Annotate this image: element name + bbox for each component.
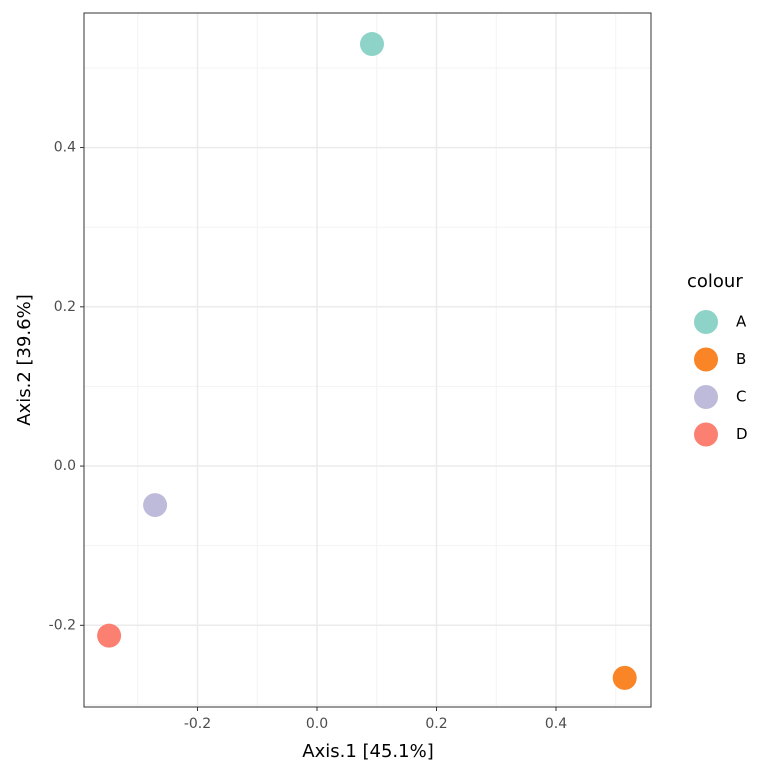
point [359, 32, 384, 57]
legend-title: colour [687, 271, 743, 292]
y-tick-label: 0.2 [54, 299, 76, 315]
point [612, 665, 637, 690]
x-axis-title: Axis.1 [45.1%] [302, 741, 433, 762]
y-axis-title: Axis.2 [39.6%] [14, 294, 35, 425]
x-tick-label: 0.4 [545, 716, 567, 732]
legend-label: C [736, 388, 746, 406]
point [143, 493, 168, 518]
legend-label: B [736, 350, 746, 368]
point [97, 623, 122, 648]
panel [84, 13, 651, 707]
x-tick-label: 0.0 [306, 716, 328, 732]
x-tick-label: -0.2 [184, 716, 211, 732]
legend-key [694, 385, 718, 409]
y-tick-label: 0.4 [54, 140, 76, 156]
y-tick-label: -0.2 [49, 617, 76, 633]
legend-label: A [736, 313, 747, 331]
legend-label: D [736, 425, 748, 443]
x-tick-label: 0.2 [425, 716, 447, 732]
y-tick-label: 0.0 [54, 458, 76, 474]
panel-border [83, 12, 652, 708]
legend-key [694, 422, 718, 447]
legend-key [694, 310, 718, 334]
legend-key [694, 347, 718, 372]
